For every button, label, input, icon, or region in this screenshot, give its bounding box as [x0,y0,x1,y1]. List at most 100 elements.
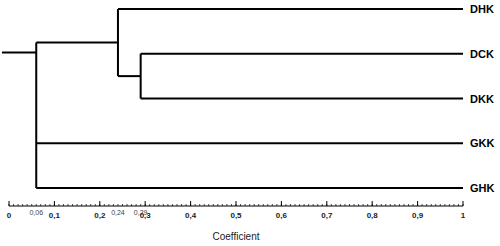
minor-tick [117,204,118,206]
minor-tick [63,204,64,206]
minor-tick [408,204,409,206]
minor-tick [231,204,232,206]
minor-tick [254,204,255,206]
minor-tick [108,204,109,206]
leaf-label: GHK [470,182,495,194]
tick [417,201,418,206]
minor-tick [127,204,128,206]
minor-tick [308,204,309,206]
branch [118,75,141,77]
minor-tick [313,204,314,206]
tick-label: 0,5 [230,211,242,220]
tick-label: 0,2 [94,211,106,220]
minor-tick [367,204,368,206]
branch [36,42,118,44]
branch [36,187,463,189]
minor-tick [453,204,454,206]
tick [236,201,237,206]
minor-tick [249,204,250,206]
minor-tick [431,204,432,206]
minor-tick [49,204,50,206]
tick [372,201,373,206]
minor-tick [186,204,187,206]
root-stub [2,52,36,54]
minor-tick [354,204,355,206]
minor-tick [72,204,73,206]
minor-tick [222,204,223,206]
node-value-label: 0,24 [111,209,125,216]
tick-label: 1 [461,211,466,220]
minor-tick [295,204,296,206]
tick [54,201,55,206]
minor-tick [213,204,214,206]
minor-tick [413,204,414,206]
tick [463,201,464,206]
branch [141,53,463,55]
minor-tick [172,204,173,206]
minor-tick [331,204,332,206]
minor-tick [163,204,164,206]
node-link [35,43,37,188]
minor-tick [199,204,200,206]
minor-tick [77,204,78,206]
minor-tick [267,204,268,206]
minor-tick [426,204,427,206]
minor-tick [204,204,205,206]
minor-tick [322,204,323,206]
minor-tick [317,204,318,206]
minor-tick [22,204,23,206]
leaf-label: DHK [470,3,494,15]
tick [9,201,10,206]
minor-tick [113,204,114,206]
minor-tick [390,204,391,206]
minor-tick [68,204,69,206]
minor-tick [181,204,182,206]
leaf-label: DKK [470,93,494,105]
minor-tick [276,204,277,206]
minor-tick [245,204,246,206]
minor-tick [176,204,177,206]
minor-tick [167,204,168,206]
leaf-label: GKK [470,137,495,149]
minor-tick [45,204,46,206]
axis-title: Coefficient [212,231,259,242]
minor-tick [449,204,450,206]
minor-tick [376,204,377,206]
minor-tick [263,204,264,206]
minor-tick [90,204,91,206]
minor-tick [440,204,441,206]
minor-tick [226,204,227,206]
minor-tick [422,204,423,206]
tick-label: 0,6 [276,211,288,220]
minor-tick [290,204,291,206]
minor-tick [208,204,209,206]
branch [36,142,463,144]
minor-tick [136,204,137,206]
minor-tick [394,204,395,206]
minor-tick [195,204,196,206]
minor-tick [444,204,445,206]
minor-tick [40,204,41,206]
branch [118,8,463,10]
minor-tick [358,204,359,206]
tick-label: 0,8 [367,211,379,220]
minor-tick [349,204,350,206]
tick-label: 0,1 [49,211,61,220]
minor-tick [381,204,382,206]
minor-tick [95,204,96,206]
minor-tick [18,204,19,206]
minor-tick [335,204,336,206]
minor-tick [86,204,87,206]
minor-tick [104,204,105,206]
minor-tick [122,204,123,206]
minor-tick [458,204,459,206]
minor-tick [27,204,28,206]
minor-tick [399,204,400,206]
tick [281,201,282,206]
minor-tick [258,204,259,206]
branch [141,98,463,100]
minor-tick [403,204,404,206]
minor-tick [304,204,305,206]
minor-tick [217,204,218,206]
minor-tick [149,204,150,206]
